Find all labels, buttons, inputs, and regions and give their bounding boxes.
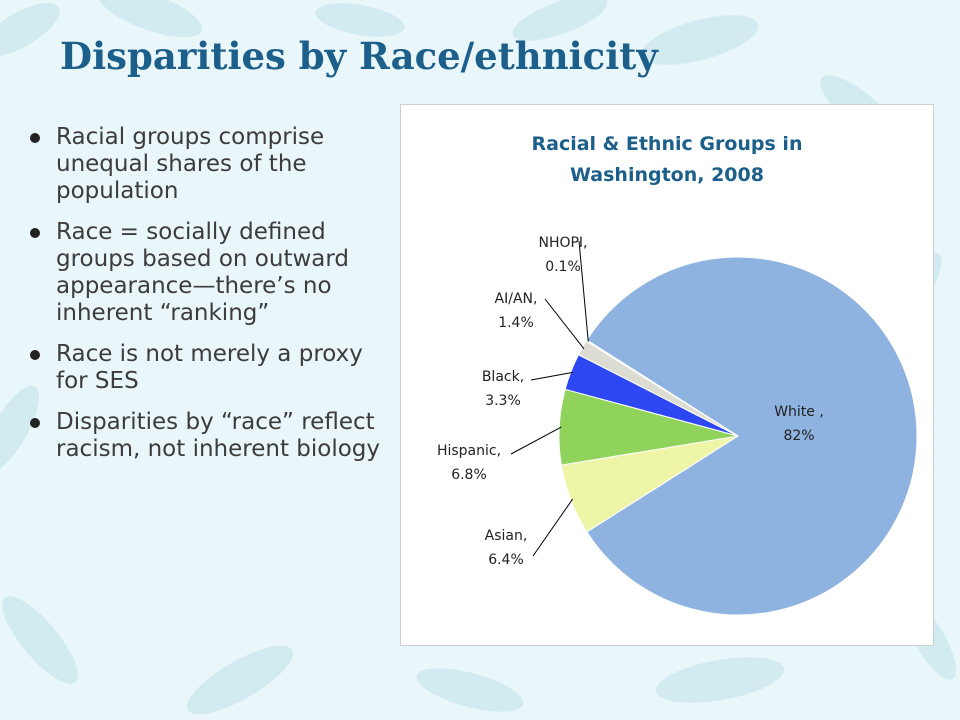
leaf-shape: [0, 3, 60, 57]
slice-label-name: NHOPI,: [538, 235, 587, 251]
leaf-shape: [512, 0, 608, 41]
pie-slice-nhopi: [585, 339, 739, 437]
pie-chart: White , 82% Asian, 6.4% Hispanic, 6.8% Black, 3…: [437, 235, 918, 616]
bullet-list: Racial groups comprise unequal shares of…: [30, 124, 386, 477]
leaf-shape: [2, 596, 78, 684]
slice-label-value: 0.1%: [545, 259, 581, 275]
slice-label-name: AI/AN,: [495, 291, 538, 307]
chart-title-line: Racial & Ethnic Groups in: [531, 133, 803, 155]
leader-line: [544, 298, 585, 350]
chart-title: Racial & Ethnic Groups in Washington, 20…: [401, 129, 933, 191]
leaf-shape: [416, 668, 524, 712]
slice-label-value: 1.4%: [498, 315, 534, 331]
bullet-dot-icon: [30, 228, 40, 238]
bullet-text: Race = socially defined groups based on …: [56, 219, 350, 326]
bullet-text: Racial groups comprise unequal shares of…: [56, 124, 325, 204]
slice-label-value: 6.4%: [488, 552, 524, 568]
pie-slice-white: [586, 256, 918, 616]
slice-label-value: 3.3%: [485, 393, 521, 409]
slice-label-name: Black,: [482, 369, 524, 385]
bullet-dot-icon: [30, 133, 40, 143]
leaf-shape: [97, 0, 203, 38]
leader-line: [532, 498, 574, 557]
slide-title: Disparities by Race/ethnicity: [60, 34, 658, 78]
bullet-item: Disparities by “race” reflect racism, no…: [30, 409, 386, 463]
slice-label-name: Hispanic,: [437, 443, 501, 459]
leaf-shape: [641, 15, 759, 65]
leaf-shape: [187, 645, 293, 715]
slice-label-value: 82%: [783, 428, 814, 444]
bullet-dot-icon: [30, 350, 40, 360]
bullet-item: Racial groups comprise unequal shares of…: [30, 124, 386, 205]
leaf-shape: [315, 3, 405, 37]
slice-label-value: 6.8%: [451, 467, 487, 483]
leader-line: [510, 426, 562, 455]
bullet-text: Disparities by “race” reflect racism, no…: [56, 409, 381, 462]
slice-label-name: White ,: [774, 404, 824, 420]
chart-title-line: Washington, 2008: [570, 164, 764, 186]
leader-line: [530, 371, 573, 381]
leaf-shape: [655, 657, 785, 703]
slice-label-name: Asian,: [485, 528, 528, 544]
bullet-item: Race is not merely a proxy for SES: [30, 341, 386, 395]
leaf-shape: [0, 385, 40, 475]
bullet-item: Race = socially defined groups based on …: [30, 219, 386, 327]
bullet-dot-icon: [30, 418, 40, 428]
bullet-text: Race is not merely a proxy for SES: [56, 341, 363, 394]
chart-panel: Racial & Ethnic Groups in Washington, 20…: [400, 104, 934, 646]
leader-line: [578, 240, 589, 342]
